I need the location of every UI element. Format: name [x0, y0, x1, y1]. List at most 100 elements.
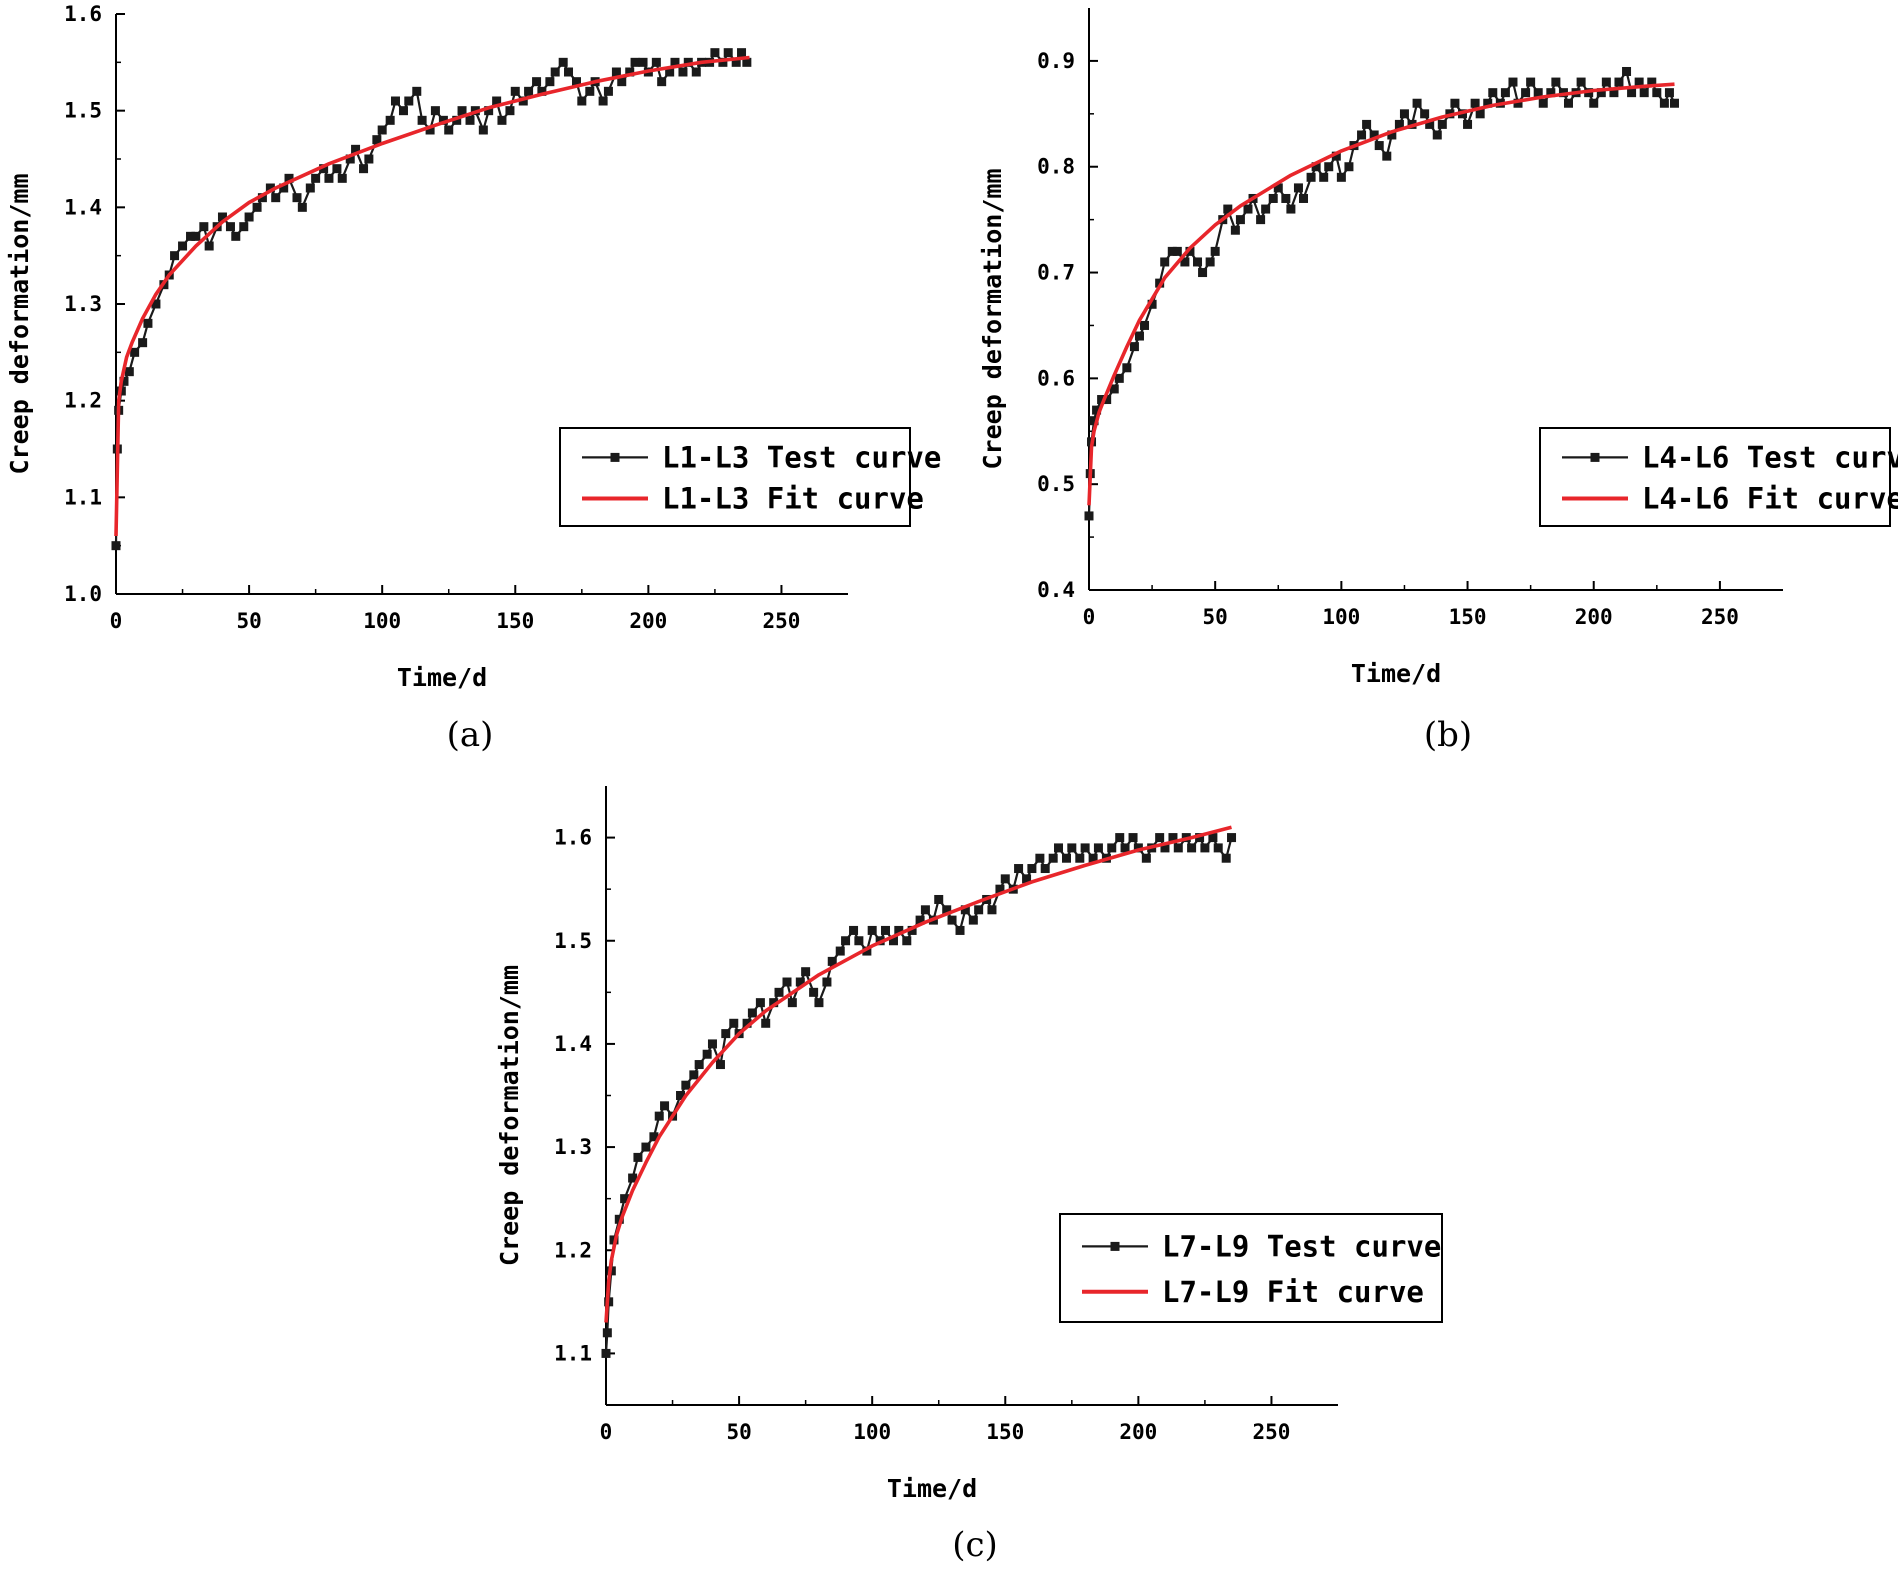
- data-point-test: [769, 998, 779, 1008]
- data-point-test: [809, 987, 819, 997]
- data-point-test: [345, 154, 355, 164]
- legend: L7-L9 Test curve L7-L9 Fit curve: [1059, 1213, 1443, 1323]
- data-point-test: [888, 936, 898, 946]
- data-point-test: [1589, 98, 1599, 108]
- data-point-test: [1054, 843, 1064, 853]
- legend-label-fit: L1-L3 Fit curve: [662, 482, 924, 516]
- data-point-test: [1286, 204, 1296, 214]
- data-point-test: [827, 956, 837, 966]
- data-point-test: [404, 96, 414, 106]
- data-point-test: [1172, 246, 1182, 256]
- data-point-test: [1208, 833, 1218, 843]
- data-point-test: [707, 1039, 717, 1049]
- data-point-test: [867, 925, 877, 935]
- y-tick-label: 1.5: [554, 929, 592, 953]
- data-point-test: [854, 936, 864, 946]
- y-tick-label: 1.6: [64, 2, 102, 26]
- data-point-test: [257, 193, 267, 203]
- data-point-test: [915, 915, 925, 925]
- y-axis-title: Creep deformation/mm: [5, 173, 34, 474]
- data-point-test: [252, 202, 262, 212]
- data-point-test: [731, 57, 741, 67]
- y-tick-label: 1.6: [554, 826, 592, 850]
- y-tick-label: 1.3: [64, 292, 102, 316]
- chart-panel-a: 0 50 100 150 200 250 1.0 1.1 1.2 1.3 1.4 1.5 1.6 Time…: [5, 2, 941, 692]
- data-point-test: [265, 183, 275, 193]
- legend-label-test: L4-L6 Test curve: [1642, 440, 1898, 474]
- y-tick-label: 0.5: [1037, 472, 1075, 496]
- data-point-test: [372, 135, 382, 145]
- data-point-test: [186, 231, 196, 241]
- data-point-test: [1394, 119, 1404, 129]
- data-point-test: [425, 125, 435, 135]
- legend-marker-test: [1110, 1241, 1120, 1251]
- data-point-test: [1173, 843, 1183, 853]
- data-point-test: [1500, 88, 1510, 98]
- data-point-test: [1133, 843, 1143, 853]
- data-point-test: [1160, 843, 1170, 853]
- data-point-test: [1331, 151, 1341, 161]
- legend-marker-test: [610, 452, 620, 462]
- data-point-test: [1235, 215, 1245, 225]
- data-point-test: [239, 222, 249, 232]
- x-tick-label: 0: [110, 609, 123, 633]
- legend: L1-L3 Test curve L1-L3 Fit curve: [559, 427, 941, 527]
- data-point-test: [633, 1152, 643, 1162]
- data-point-test: [199, 222, 209, 232]
- data-point-test: [694, 1060, 704, 1070]
- data-point-test: [1508, 77, 1518, 87]
- data-point-test: [1180, 257, 1190, 267]
- data-point-test: [1652, 88, 1662, 98]
- data-point-test: [1075, 853, 1085, 863]
- data-point-test: [1027, 864, 1037, 874]
- x-tick-label: 250: [1252, 1420, 1290, 1444]
- series-line-fit: [1087, 82, 1675, 506]
- data-point-test: [974, 905, 984, 915]
- data-point-test: [1432, 130, 1442, 140]
- data-point-test: [1200, 843, 1210, 853]
- data-point-test: [630, 57, 640, 67]
- data-point-test: [1261, 204, 1271, 214]
- data-point-test: [1306, 172, 1316, 182]
- y-tick-label: 0.4: [1037, 578, 1075, 602]
- data-point-test: [385, 115, 395, 125]
- data-point-test: [1538, 98, 1548, 108]
- data-point-test: [920, 905, 930, 915]
- caption-a: (a): [447, 715, 494, 755]
- data-point-test: [1187, 843, 1197, 853]
- caption-c: (c): [952, 1525, 998, 1565]
- data-point-test: [510, 86, 520, 96]
- x-tick-label: 150: [496, 609, 534, 633]
- data-point-test: [614, 1214, 624, 1224]
- data-point-test: [1213, 843, 1223, 853]
- y-tick-label: 1.1: [554, 1341, 592, 1365]
- data-point-test: [1102, 395, 1112, 405]
- data-point-test: [1420, 109, 1430, 119]
- data-point-test: [1167, 246, 1177, 256]
- data-point-test: [611, 67, 621, 77]
- data-point-test: [1336, 172, 1346, 182]
- y-tick-label: 1.4: [64, 195, 102, 219]
- data-point-test: [729, 1018, 739, 1028]
- data-point-test: [862, 946, 872, 956]
- data-point-test: [1193, 257, 1203, 267]
- data-point-test: [603, 86, 613, 96]
- y-tick-label: 1.2: [64, 389, 102, 413]
- data-point-test: [1221, 853, 1231, 863]
- data-point-test: [231, 231, 241, 241]
- data-point-test: [577, 96, 587, 106]
- data-point-test: [151, 299, 161, 309]
- data-point-test: [902, 936, 912, 946]
- y-tick-label: 1.2: [554, 1238, 592, 1262]
- x-tick-label: 250: [1701, 605, 1739, 629]
- x-tick-label: 150: [986, 1420, 1024, 1444]
- data-point-test: [1576, 77, 1586, 87]
- y-tick-label: 0.7: [1037, 261, 1075, 285]
- legend-label-fit: L7-L9 Fit curve: [1162, 1275, 1424, 1309]
- data-point-test: [1382, 151, 1392, 161]
- data-point-test: [1412, 98, 1422, 108]
- data-point-test: [1268, 193, 1278, 203]
- data-point-test: [1230, 225, 1240, 235]
- y-tick-label: 1.5: [64, 99, 102, 123]
